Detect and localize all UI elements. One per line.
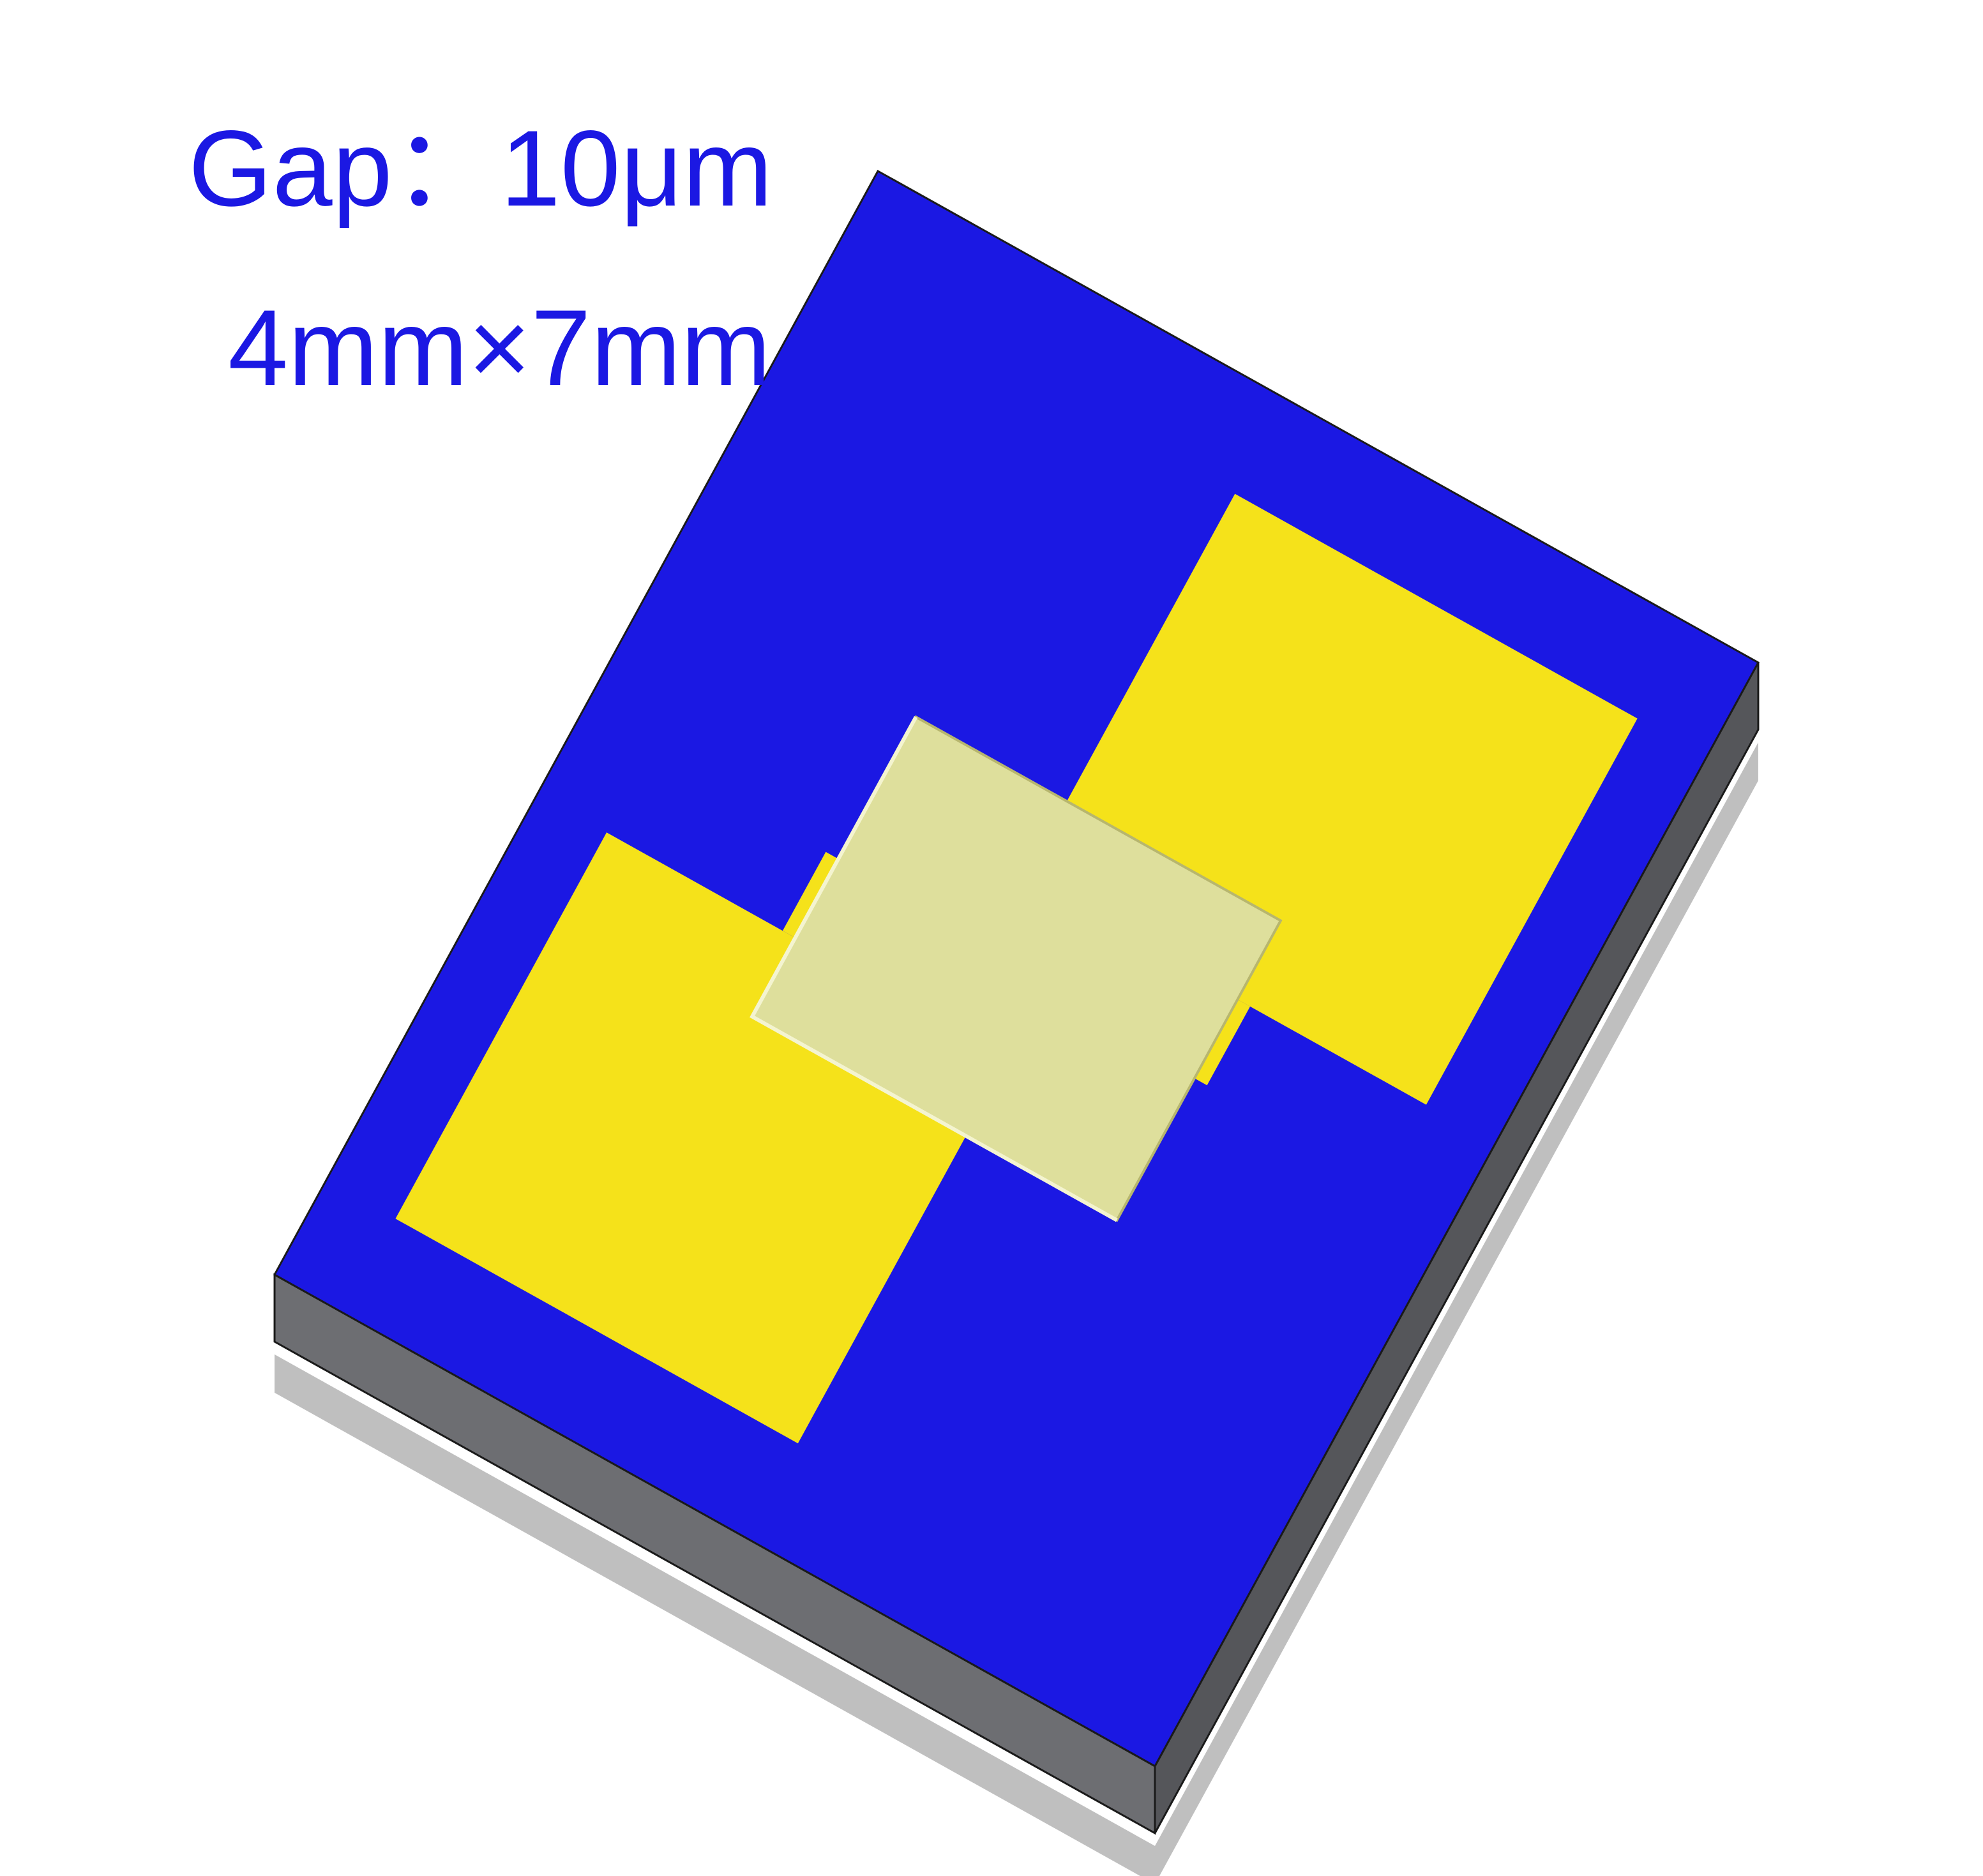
gap-label: Gap：10μm xyxy=(188,80,773,237)
diagram-canvas: Gap：10μm 4mm×7mm xyxy=(0,0,1983,1876)
size-label: 4mm×7mm xyxy=(228,285,771,410)
size-label-text: 4mm×7mm xyxy=(228,287,771,408)
chip-diagram xyxy=(0,0,1983,1876)
gap-label-text: Gap：10μm xyxy=(188,108,773,229)
